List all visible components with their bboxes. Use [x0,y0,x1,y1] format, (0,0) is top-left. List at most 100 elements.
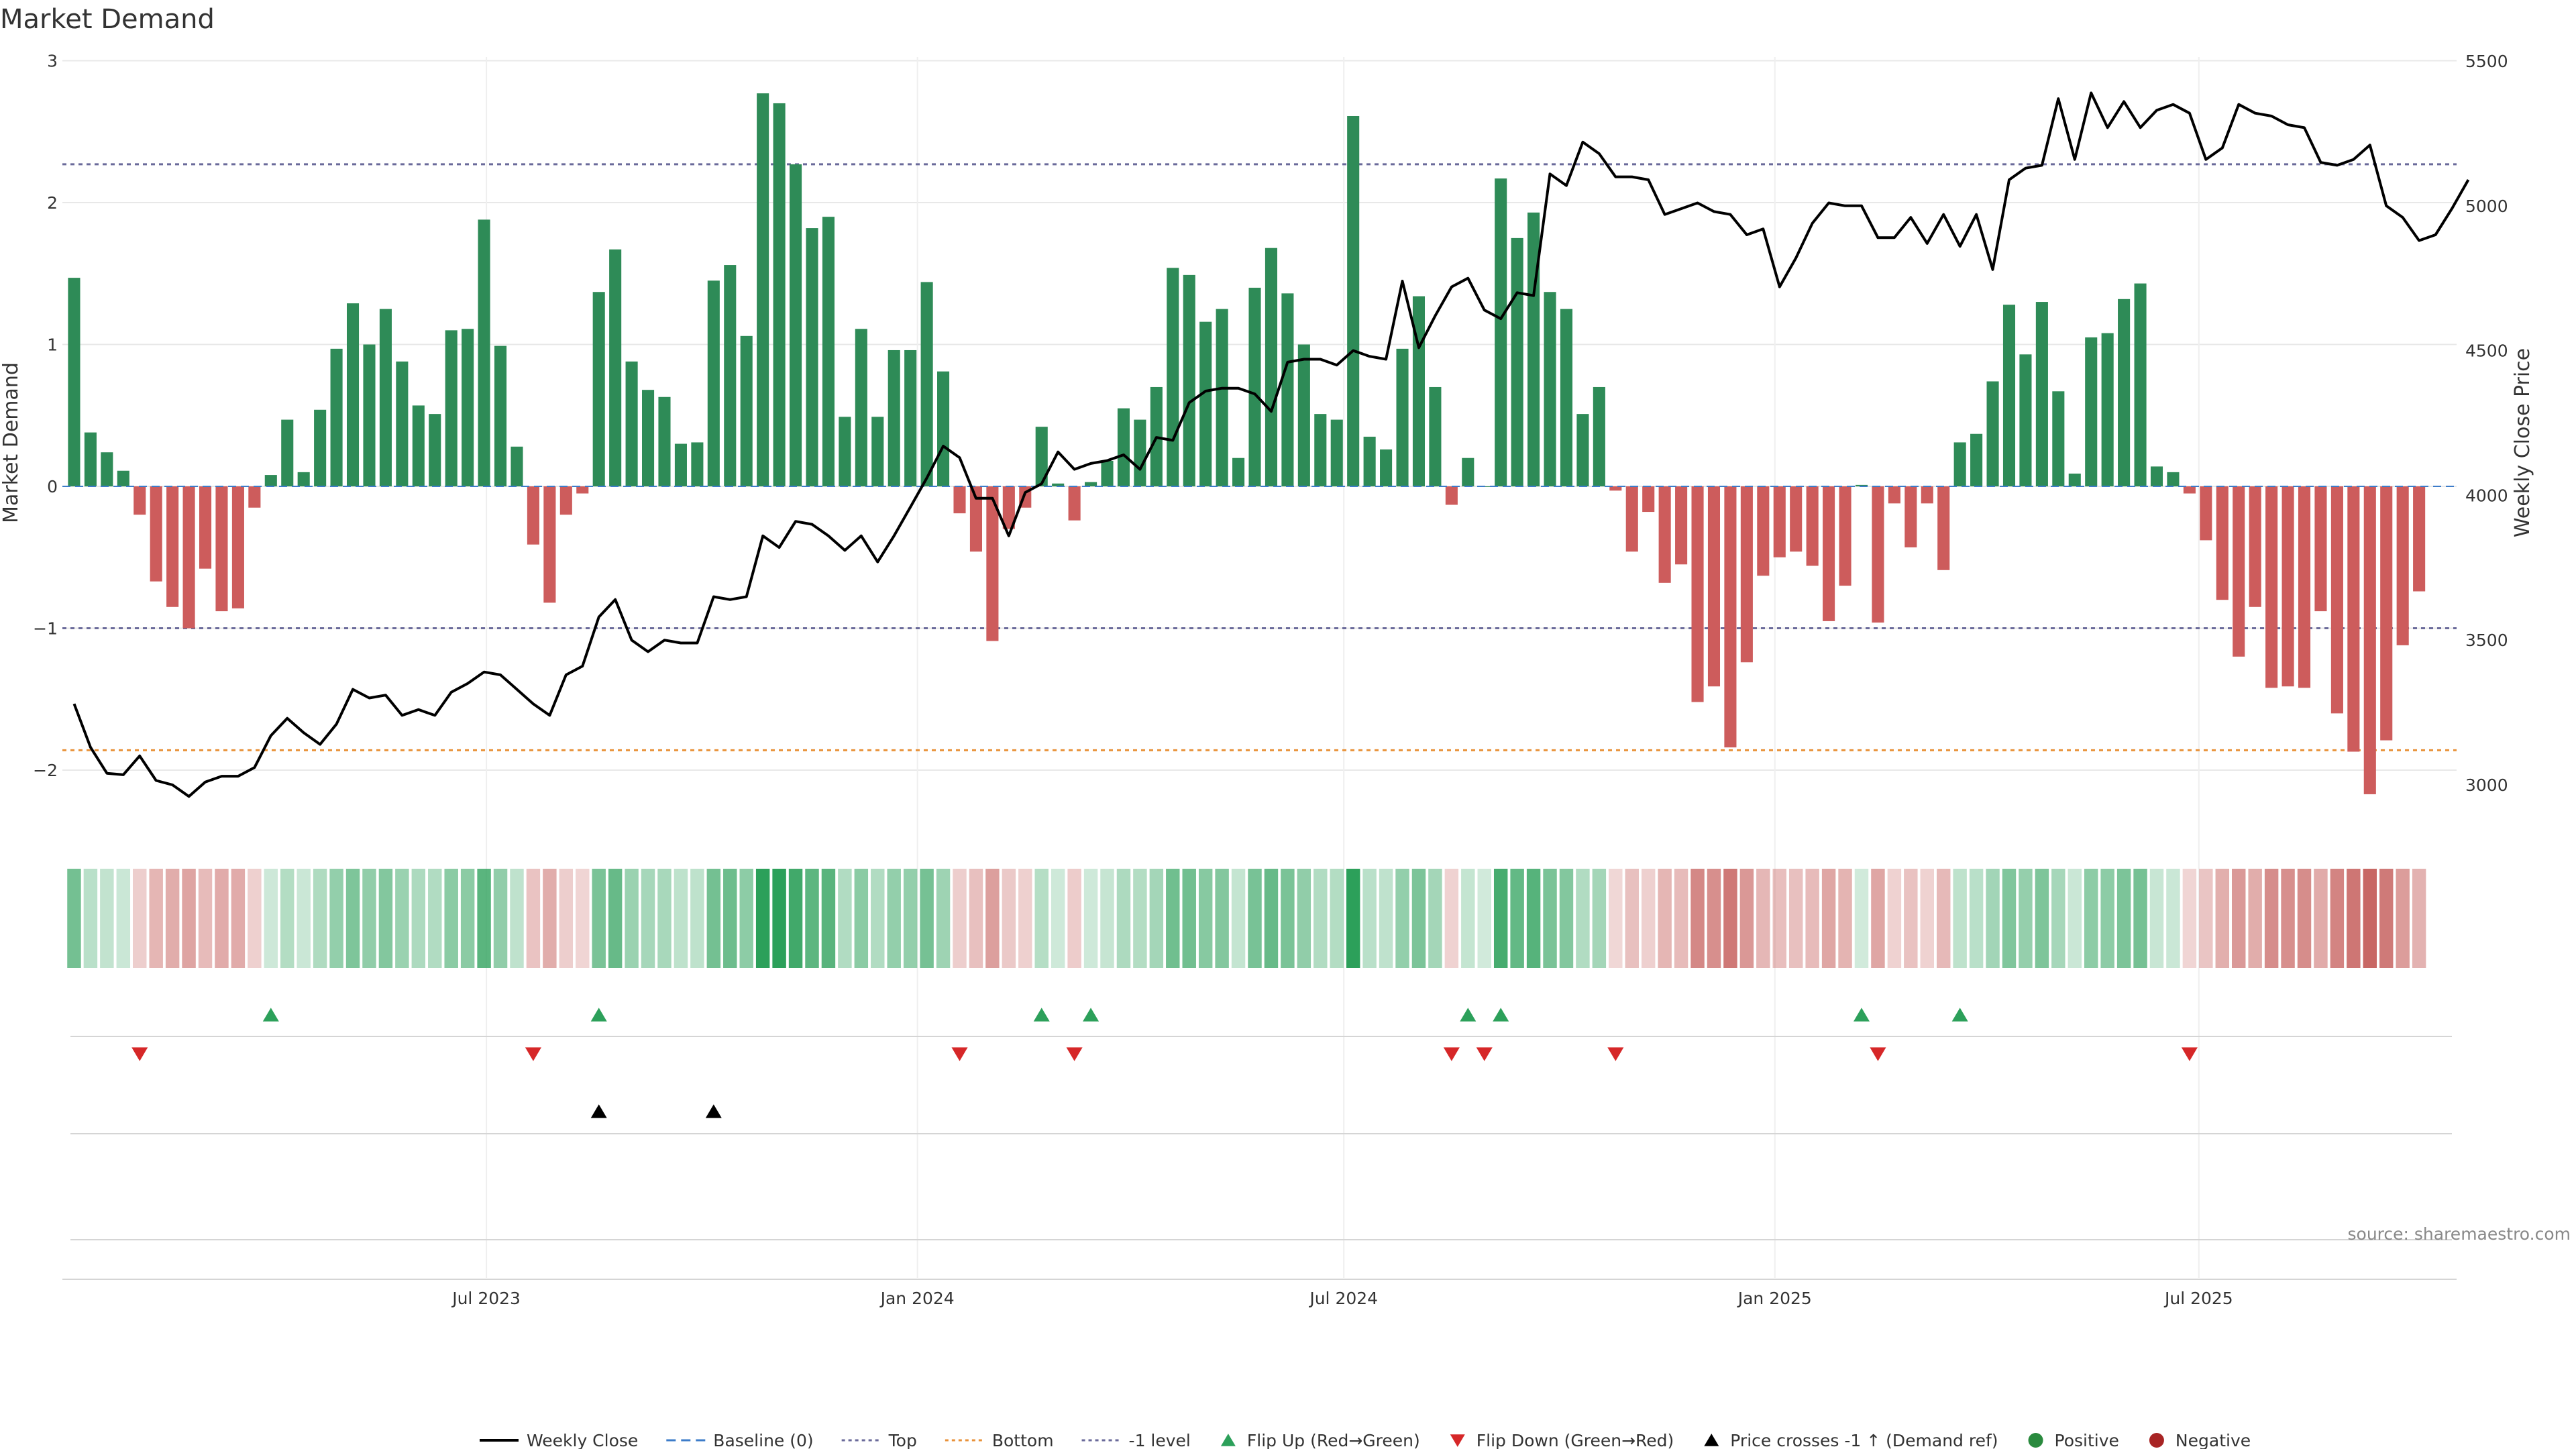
demand-bar [2183,486,2196,494]
demand-bar [2101,333,2114,486]
heat-cell [1609,869,1623,968]
flip-down-marker [1443,1047,1460,1061]
demand-bar [248,486,261,508]
x-tick-label: Jul 2025 [2163,1289,2233,1308]
heat-cell [510,869,524,968]
y2-tick-label: 5000 [2465,197,2508,216]
legend-label: Baseline (0) [713,1431,813,1449]
flip-down-marker [525,1047,541,1061]
heat-cell [641,869,655,968]
heat-cell [592,869,606,968]
demand-bar [1412,296,1426,486]
heat-cell [1051,869,1065,968]
legend-item-1: Baseline (0) [666,1431,814,1449]
demand-bar [2035,302,2048,486]
heat-cell [1248,869,1262,968]
demand-bar [1527,212,1540,486]
demand-bar [822,217,835,486]
demand-bar [1740,486,1753,663]
heat-cell [248,869,262,968]
heat-cell [2199,869,2213,968]
demand-bar [1035,427,1048,486]
demand-bar [2200,486,2212,541]
heat-cell [1543,869,1557,968]
heat-cell [821,869,836,968]
demand-bar [396,361,409,486]
heat-cell [1969,869,1984,968]
heat-cell [723,869,737,968]
chart-title: Market Demand [0,4,215,35]
demand-bar [1052,483,1065,486]
heat-cell [1444,869,1459,968]
heat-cell [1576,869,1590,968]
demand-bar [2216,486,2229,600]
demand-bar [2002,305,2016,486]
heat-cell [2347,869,2361,968]
heat-cell [1821,869,1836,968]
heat-cell [543,869,557,968]
demand-bar [2085,337,2098,486]
demand-bar [363,344,376,486]
demand-bar [1642,486,1655,513]
demand-bar [330,348,343,486]
demand-bar [1330,419,1343,486]
demand-bar [920,282,933,486]
demand-bar [1658,486,1671,583]
heat-cell [149,869,163,968]
demand-bar [724,265,737,486]
heat-cell [953,869,967,968]
demand-bar [1248,287,1261,486]
heat-cell [1461,869,1475,968]
heat-cell [576,869,590,968]
heat-cell [1838,869,1852,968]
demand-bar [2167,472,2180,486]
demand-bar [691,442,704,486]
legend-label: Flip Up (Red→Green) [1247,1431,1420,1449]
demand-bar [1790,486,1803,552]
heat-cell [1739,869,1754,968]
heat-cell [1379,869,1393,968]
heat-cell [1083,869,1098,968]
demand-bar [1363,436,1376,486]
demand-bar [658,396,671,486]
demand-bar [1216,309,1228,486]
demand-bar [346,303,360,486]
heat-cell [1904,869,1918,968]
heat-cell [1116,869,1131,968]
demand-bar [986,486,999,641]
heat-cell [2166,869,2180,968]
demand-bar [1986,381,1999,486]
heat-cell [2396,869,2410,968]
heat-cell [657,869,672,968]
demand-bar [494,345,507,486]
flip-up-marker [262,1008,279,1022]
heat-cell [1477,869,1491,968]
demand-bar [1609,486,1622,491]
demand-bar [1724,486,1737,748]
heat-cell [2330,869,2345,968]
heat-cell [854,869,869,968]
flip-down-marker [1476,1047,1493,1061]
demand-bar [888,350,900,486]
legend-label: Weekly Close [527,1431,638,1449]
heat-cell [411,869,426,968]
y2-axis-title: Weekly Close Price [2511,348,2534,537]
heat-cell [477,869,491,968]
demand-bar [1445,486,1458,505]
demand-bar [2233,486,2245,657]
heat-cell [625,869,639,968]
demand-bar [1872,486,1884,623]
heat-cell [1018,869,1032,968]
legend-item-4: -1 level [1081,1431,1191,1449]
heat-cell [2232,869,2246,968]
demand-bar [101,452,113,486]
heat-cell [706,869,721,968]
demand-bar [2052,391,2065,486]
demand-bar [707,280,720,486]
price-line [72,91,2470,798]
demand-bar [412,405,425,486]
flip-down-marker [1870,1047,1886,1061]
demand-bar [1134,419,1146,486]
demand-bar [1314,414,1327,486]
